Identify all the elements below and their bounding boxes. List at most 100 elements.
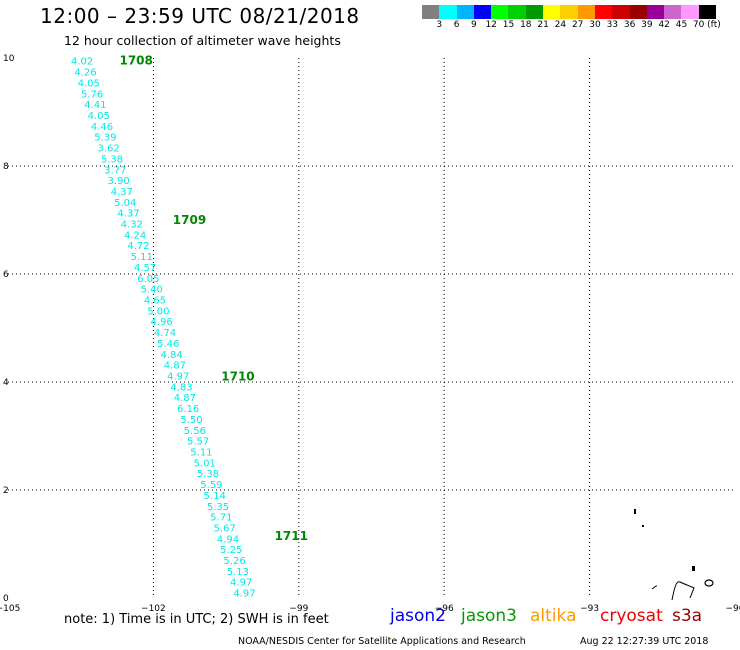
wave-height-value: 4.26 (74, 68, 96, 79)
time-label: 1711 (275, 529, 308, 543)
wave-height-value: 5.40 (141, 285, 163, 296)
island-outline (671, 581, 695, 601)
color-scale-swatch (698, 5, 717, 19)
color-scale-label: 21 (537, 20, 549, 30)
color-scale-swatch (422, 5, 440, 19)
wave-height-value: 5.38 (101, 154, 123, 165)
island-outline (704, 579, 714, 587)
color-scale-label: 12 (485, 20, 497, 30)
wave-height-value: 6.05 (137, 274, 159, 285)
wave-height-value: 4.32 (121, 220, 143, 231)
time-label: 1708 (119, 54, 152, 68)
wave-height-value: 4.05 (78, 78, 100, 89)
wave-height-value: 3.77 (104, 165, 126, 176)
wave-height-value: 3.90 (107, 176, 129, 187)
wave-height-value: 5.39 (94, 133, 116, 144)
color-scale-swatch (543, 5, 561, 19)
color-scale-label: 24 (554, 20, 567, 30)
wave-height-value: 4.97 (167, 371, 189, 382)
wave-height-value: 5.26 (223, 556, 245, 567)
wave-height-value: 5.56 (184, 426, 206, 437)
wave-height-value: 5.76 (81, 89, 103, 100)
y-tick-label: 8 (3, 162, 9, 172)
wave-height-value: 5.59 (200, 480, 222, 491)
color-scale-label: 70 (ft) (692, 20, 721, 30)
color-scale-swatch (525, 5, 544, 19)
color-scale-label: 6 (453, 20, 460, 30)
wave-height-value: 3.62 (98, 144, 120, 155)
y-tick-label: 10 (3, 54, 15, 64)
wave-height-value: 5.11 (190, 447, 212, 458)
wave-height-value: 5.67 (213, 523, 235, 534)
color-scale-swatch (491, 5, 509, 19)
y-tick-label: 4 (3, 378, 9, 388)
x-tick-label: −102 (141, 604, 166, 614)
color-scale-label: 3 (436, 20, 443, 30)
wave-height-value: 5.14 (204, 491, 226, 502)
color-scale-swatch (664, 5, 682, 19)
color-scale-labels: 3 6 9 12 15 18 21 24 27 30 33 36 39 42 45 70 (ft) (422, 20, 740, 32)
y-tick-label: 6 (3, 270, 9, 280)
wave-height-value: 5.71 (210, 513, 232, 524)
satellite-cryosat: cryosat (600, 606, 663, 626)
color-scale-label: 15 (502, 20, 515, 30)
color-scale-swatch (456, 5, 474, 19)
color-scale-label: 45 (675, 20, 688, 30)
wave-height-value: 4.46 (91, 122, 113, 133)
wave-height-value: 5.13 (227, 567, 249, 578)
x-tick-label: −99 (289, 604, 308, 614)
time-label: 1710 (221, 370, 254, 384)
timestamp-text: Aug 22 12:27:39 UTC 2018 (580, 636, 709, 647)
island-outline (634, 509, 636, 514)
wave-height-value: 4.97 (233, 589, 255, 600)
color-scale-swatch (594, 5, 613, 19)
wave-height-value: 5.38 (197, 469, 219, 480)
color-scale-swatch (612, 5, 630, 19)
color-scale-swatch (681, 5, 699, 19)
wave-height-value: 5.35 (207, 502, 229, 513)
wave-height-value: 4.96 (151, 317, 173, 328)
map-title: 12:00 – 23:59 UTC 08/21/2018 (40, 4, 360, 28)
x-tick-label: −93 (580, 604, 599, 614)
y-tick-label: 0 (3, 594, 9, 604)
wave-height-value: 4.02 (71, 57, 93, 68)
note-text: note: 1) Time is in UTC; 2) SWH is in fe… (64, 612, 329, 627)
color-scale-label: 36 (623, 20, 636, 30)
wave-height-value: 5.04 (114, 198, 136, 209)
y-tick-label: 2 (3, 486, 9, 496)
color-scale-label: 18 (520, 20, 532, 30)
x-tick-label: −96 (435, 604, 454, 614)
x-tick-label: −90 (726, 604, 740, 614)
wave-height-value: 4.65 (144, 296, 166, 307)
wave-height-value: 5.01 (194, 458, 216, 469)
color-scale-swatch (577, 5, 595, 19)
wave-height-value: 5.46 (157, 339, 179, 350)
wave-height-value: 5.57 (187, 437, 209, 448)
wave-height-value: 5.25 (220, 545, 242, 556)
color-scale-label: 42 (658, 20, 670, 30)
satellite-s3a: s3a (672, 606, 703, 626)
wave-height-value: 4.97 (230, 578, 252, 589)
island-outline (692, 566, 695, 571)
credit-text: NOAA/NESDIS Center for Satellite Applica… (238, 636, 526, 647)
color-scale-swatch (629, 5, 647, 19)
wave-height-value: 4.74 (154, 328, 176, 339)
wave-height-value: 4.87 (174, 393, 196, 404)
color-scale-swatch (439, 5, 457, 19)
map-subtitle: 12 hour collection of altimeter wave hei… (64, 33, 341, 48)
wave-height-color-scale (422, 5, 717, 19)
color-scale-swatch (560, 5, 578, 19)
wave-height-value: 5.50 (180, 415, 202, 426)
wave-height-value: 6.16 (177, 404, 199, 415)
color-scale-swatch (508, 5, 526, 19)
satellite-jason3: jason3 (461, 606, 517, 626)
satellite-jason2: jason2 (390, 606, 446, 626)
wave-height-value: 4.87 (164, 361, 186, 372)
wave-height-value: 4.24 (124, 230, 146, 241)
wave-height-value: 4.37 (111, 187, 133, 198)
color-scale-label: 33 (606, 20, 619, 30)
color-scale-swatch (473, 5, 492, 19)
wave-height-value: 4.72 (127, 241, 149, 252)
x-tick-label: −105 (0, 604, 20, 614)
